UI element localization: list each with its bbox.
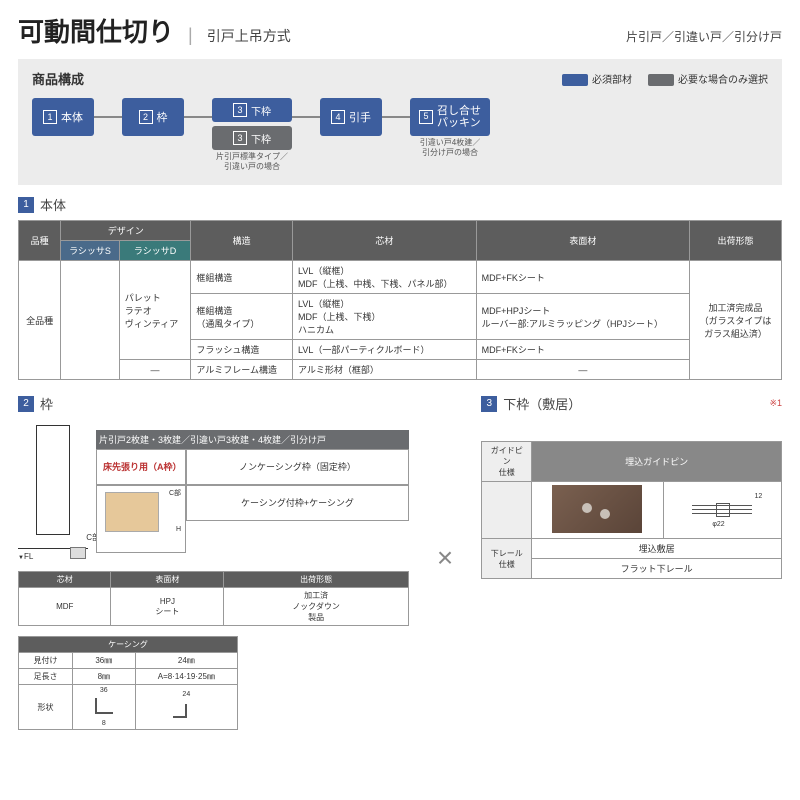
section-2-header: 2 枠: [18, 394, 409, 413]
flow-diagram: 1本体 2枠 3下枠 3下枠 片引戸標準タイプ／ 引違い戸の場合 4引手 5召し…: [32, 98, 768, 171]
section-title: 本体: [40, 195, 66, 214]
flow-connector: [94, 116, 122, 118]
td: フラッシュ構造: [191, 340, 293, 360]
section-title: 枠: [40, 394, 53, 413]
td: アルミ形材（框部）: [293, 360, 477, 380]
frame-row-2: ケーシング付枠+ケーシング: [186, 485, 409, 521]
sill-table: ガイドピン 仕様 埋込ガイドピン φ22 12 下: [481, 441, 782, 579]
td-design: パレット ラテオ ヴィンティア: [119, 261, 191, 360]
flow-connector: [382, 116, 410, 118]
th-core: 芯材: [293, 221, 477, 261]
section-number: 2: [18, 396, 34, 412]
composition-title: 商品構成: [32, 69, 84, 88]
td: LVL（一部パーティクルボード）: [293, 340, 477, 360]
td: MDF+FKシート: [476, 261, 689, 294]
gp-label: ガイドピン 仕様: [482, 442, 532, 482]
frame-section-diagram: C部 H: [96, 485, 186, 553]
th-sub-s: ラシッサS: [61, 241, 120, 261]
th-surface: 表面材: [476, 221, 689, 261]
td-kind: 全品種: [19, 261, 61, 380]
section-3-header: 3 下枠（敷居） ※1: [481, 394, 782, 413]
td: 框組構造: [191, 261, 293, 294]
frame-row-1: ノンケーシング枠（固定枠）: [186, 449, 409, 485]
th-struct: 構造: [191, 221, 293, 261]
th-ship: 出荷形態: [690, 221, 782, 261]
section-number: 1: [18, 197, 34, 213]
td: 框組構造 （通風タイプ）: [191, 294, 293, 340]
td: MDF+HPJシート ルーバー部:アルミラッピング（HPJシート）: [476, 294, 689, 340]
fl-label: FL: [18, 552, 33, 561]
casing-profile-1: [89, 696, 119, 718]
casing-profile-2: [171, 700, 201, 722]
th-sub-d: ラシッサD: [119, 241, 191, 261]
page-header: 可動間仕切り | 引戸上吊方式 片引戸／引違い戸／引分け戸: [18, 12, 782, 49]
section-1-header: 1 本体: [18, 195, 782, 214]
material-table: 芯材表面材出荷形態 MDFHPJ シート加工済 ノックダウン 製品: [18, 571, 409, 626]
section-title: 下枠（敷居）: [503, 394, 581, 413]
th-kind: 品種: [19, 221, 61, 261]
flow-connector: [184, 116, 212, 118]
guide-pin-photo: [532, 482, 663, 539]
td: —: [476, 360, 689, 380]
flow-caption-5: 引違い戸4枚建／ 引分け戸の場合: [420, 138, 480, 157]
flow-connector: [292, 116, 320, 118]
sill-row-1: 埋込敷居: [532, 539, 782, 559]
th-design: デザイン: [61, 221, 191, 241]
flow-node-2: 2枠: [122, 98, 184, 136]
legend-label-optional: 必要な場合のみ選択: [678, 75, 768, 86]
flow-node-5: 5召し合せ パッキン: [410, 98, 490, 136]
spec-table-1: 品種 デザイン 構造 芯材 表面材 出荷形態 ラシッサS ラシッサD 全品種 パ…: [18, 220, 782, 380]
section-note: ※1: [769, 398, 782, 409]
legend-swatch-required: [562, 74, 588, 86]
td: MDF+FKシート: [476, 340, 689, 360]
td: LVL（縦框） MDF（上桟、下桟） ハニカム: [293, 294, 477, 340]
page-title: 可動間仕切り: [18, 12, 174, 49]
flow-node-1: 1本体: [32, 98, 94, 136]
door-types: 片引戸／引違い戸／引分け戸: [626, 28, 782, 45]
flow-caption-3: 片引戸標準タイプ／ 引違い戸の場合: [216, 152, 288, 171]
frame-header: 片引戸2枚建・3枚建／引違い戸3枚建・4枚建／引分け戸: [96, 430, 409, 449]
legend: 必須部材 必要な場合のみ選択: [562, 71, 768, 86]
guide-pin-profile: φ22 12: [663, 482, 781, 539]
rail-label: 下レール 仕様: [482, 539, 532, 579]
door-elevation-diagram: FL C部: [18, 421, 88, 561]
flow-node-3b: 3下枠: [212, 126, 292, 150]
divider: |: [188, 25, 193, 46]
section-number: 3: [481, 396, 497, 412]
page-subtitle: 引戸上吊方式: [207, 26, 291, 46]
sill-header: 埋込ガイドピン: [532, 442, 782, 482]
flow-node-3a: 3下枠: [212, 98, 292, 122]
frame-options-table: 片引戸2枚建・3枚建／引違い戸3枚建・4枚建／引分け戸 床先張り用（A枠） ノン…: [96, 430, 409, 553]
casing-table: ケーシング 見付け36㎜24㎜ 足長さ8㎜A=8·14·19·25㎜ 形状 36…: [18, 636, 238, 730]
cross-icon: ×: [429, 542, 461, 574]
td: —: [119, 360, 191, 380]
composition-box: 商品構成 必須部材 必要な場合のみ選択 1本体 2枠 3下枠 3下枠 片引戸標準…: [18, 59, 782, 185]
flow-node-4: 4引手: [320, 98, 382, 136]
frame-left-label: 床先張り用（A枠）: [96, 449, 186, 485]
sill-row-2: フラット下レール: [532, 559, 782, 579]
td-ship: 加工済完成品 （ガラスタイプは ガラス組込済）: [690, 261, 782, 380]
td: LVL（縦框） MDF（上桟、中桟、下桟、パネル部）: [293, 261, 477, 294]
td: アルミフレーム構造: [191, 360, 293, 380]
legend-label-required: 必須部材: [592, 75, 632, 86]
legend-swatch-optional: [648, 74, 674, 86]
